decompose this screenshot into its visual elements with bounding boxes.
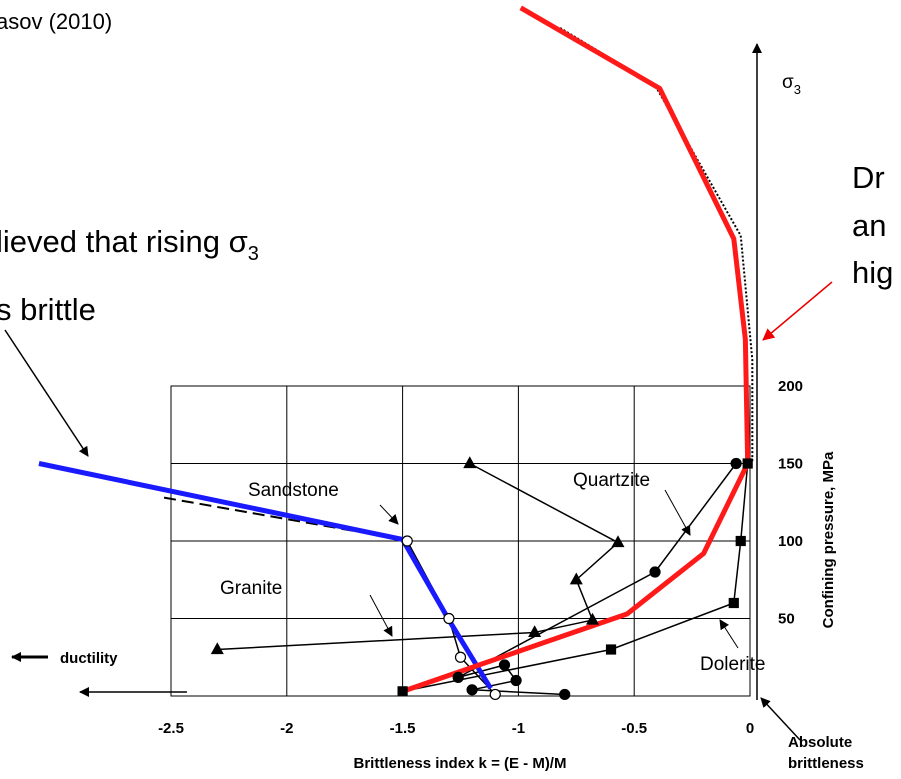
series-line — [217, 462, 619, 651]
marker — [649, 566, 661, 578]
label-arrow — [664, 489, 691, 536]
marker — [735, 535, 746, 547]
marker — [210, 642, 224, 655]
y-tick-label: 200 — [778, 378, 803, 395]
marker — [742, 458, 753, 469]
label-arrow — [719, 619, 739, 649]
axis-symbol-sub: 3 — [794, 82, 801, 97]
series-line — [401, 5, 751, 694]
note-arrow — [4, 329, 89, 457]
x-tick-label: -2 — [280, 720, 293, 737]
marker — [559, 688, 571, 701]
axis-symbol: σ3 — [782, 72, 801, 97]
corner-arrow — [760, 697, 801, 741]
x-tick-label: 0 — [746, 720, 754, 737]
marker — [454, 651, 467, 663]
corner-note: brittleness — [788, 755, 864, 772]
note: lieved that rising σ3 — [0, 224, 259, 265]
marker — [585, 612, 600, 625]
series-label: Dolerite — [700, 654, 765, 675]
marker — [611, 535, 625, 548]
y-tick-label: 100 — [778, 533, 803, 550]
marker — [463, 456, 477, 469]
marker — [452, 671, 464, 684]
marker — [443, 612, 455, 625]
left-note: ductility — [60, 650, 118, 667]
x-tick-label: -2.5 — [158, 720, 184, 737]
marker — [569, 572, 583, 585]
marker — [498, 659, 511, 671]
marker — [466, 684, 478, 696]
note-main: lieved that rising σ — [0, 224, 248, 259]
right-text: Dr — [852, 160, 885, 195]
x-tick-label: -1.5 — [390, 720, 416, 737]
note-line: s brittle — [0, 292, 96, 327]
marker — [401, 535, 413, 547]
marker — [528, 625, 542, 638]
series-line — [559, 27, 754, 462]
red-arrow — [762, 281, 833, 341]
marker — [728, 597, 739, 609]
series-markers — [210, 456, 753, 701]
right-text: an — [852, 208, 886, 243]
series-label: Sandstone — [248, 480, 339, 501]
y-tick-label: 50 — [778, 611, 795, 628]
series-lines — [38, 5, 754, 696]
axis-symbol-main: σ — [782, 72, 794, 93]
marker — [489, 688, 501, 701]
marker — [605, 644, 617, 655]
series-label: Granite — [220, 578, 282, 599]
grid — [170, 385, 751, 697]
x-axis-label: Brittleness index k = (E - M)/M — [354, 755, 567, 772]
note-sub: 3 — [248, 243, 259, 265]
x-tick-label: -0.5 — [621, 720, 647, 737]
label-arrow — [369, 594, 393, 637]
series-line — [38, 461, 493, 690]
y-axis-label: Confining pressure, MPa — [820, 451, 837, 628]
x-tick-label: -1 — [512, 720, 525, 737]
title: asov (2010) — [0, 9, 112, 34]
marker — [510, 674, 522, 687]
label-arrow — [379, 504, 399, 525]
y-tick-label: 150 — [778, 456, 803, 473]
marker — [730, 457, 742, 470]
marker — [397, 686, 408, 697]
right-text: hig — [852, 255, 893, 290]
series-label: Quartzite — [573, 470, 650, 491]
corner-note: Absolute — [788, 734, 852, 751]
